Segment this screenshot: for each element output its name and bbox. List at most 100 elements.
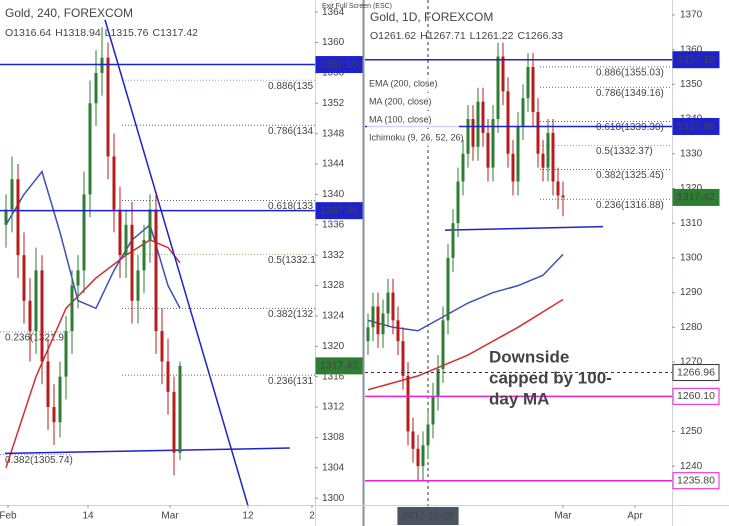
indicator-label: MA (200, close): [369, 96, 432, 106]
ohlc-value: O1316.64: [5, 27, 51, 39]
price-tag: [672, 387, 720, 405]
candle-body: [476, 101, 480, 147]
y-tick-label: 1324: [322, 311, 345, 322]
overlay-line: [367, 253, 564, 332]
y-tick-label: 1330: [680, 148, 703, 159]
candle-body: [521, 98, 525, 126]
fib-label: 0.886(135: [268, 81, 313, 92]
candle-body: [46, 361, 50, 408]
overlay-line: [4, 447, 290, 455]
candle-body: [100, 57, 104, 73]
x-tick-label: Mar: [161, 511, 179, 522]
overlay-line: [104, 19, 249, 505]
annotation: capped by 100-: [489, 368, 612, 387]
candle-body: [526, 66, 530, 99]
y-tick-label: 1300: [680, 253, 703, 264]
price-tag: [672, 188, 720, 206]
ohlc-value: O1261.62: [370, 30, 416, 42]
y-tick-label: 1290: [680, 287, 703, 298]
candle-body: [40, 270, 44, 362]
fib-label: 0.618(133: [268, 201, 313, 212]
y-tick-label: 1270: [680, 357, 703, 368]
y-tick-label: 1344: [322, 159, 345, 170]
candle-body: [376, 306, 380, 335]
candle-body: [178, 365, 182, 453]
y-tick-label: 1280: [680, 322, 703, 333]
candle-body: [58, 376, 62, 423]
indicator-row: [367, 94, 459, 110]
candle-body: [481, 101, 485, 133]
x-tick-label: 14: [82, 511, 94, 522]
y-tick-label: 1332: [322, 250, 345, 261]
ohlc-value: C1317.42: [152, 27, 198, 39]
candle-body: [148, 209, 152, 240]
candle-body: [466, 119, 470, 154]
symbol-title: Gold, 1D, FOREXCOM: [370, 10, 493, 24]
exit-fullscreen[interactable]: Exit Full Screen (ESC): [322, 3, 392, 10]
fib-label: 0.886(1355.03): [596, 68, 664, 79]
fib-label: 0.786(134: [268, 126, 313, 137]
indicator-row: [367, 76, 459, 92]
fib-label: 0.236(131: [268, 376, 313, 387]
ohlc-value: L1261.22: [470, 30, 514, 42]
y-tick-label: 1316: [322, 371, 345, 382]
candle-body: [166, 361, 170, 392]
y-tick-label: 1370: [680, 10, 703, 21]
candle-body: [381, 313, 385, 335]
candle-body: [118, 209, 122, 256]
candle-body: [52, 407, 56, 423]
fib-label: 0.382(1305.74): [5, 455, 73, 466]
candle-body: [451, 223, 455, 258]
price-tag: [672, 364, 720, 382]
y-tick-label: 1320: [680, 183, 703, 194]
candle-body: [446, 257, 450, 321]
ohlc-value: C1266.33: [517, 30, 563, 42]
price-tag-label: 1357.10: [677, 53, 715, 65]
fib-label: 0.5(1332.1: [268, 255, 316, 266]
plot-area: 0.886(135 0.786(134 0.618(133 0.5(1332.1 0.3…: [0, 19, 316, 505]
candle-body: [406, 375, 410, 432]
price-tag-label: 1357.10: [320, 58, 358, 70]
candle-body: [431, 396, 435, 425]
y-tick-label: 1312: [322, 402, 345, 413]
candle-body: [496, 56, 500, 120]
overlay-line: [444, 225, 604, 231]
candle-body: [501, 56, 505, 92]
y-tick-label: 1304: [322, 462, 345, 473]
y-tick-label: 1350: [680, 79, 703, 90]
price-tag: [672, 472, 720, 490]
candle-body: [130, 224, 134, 301]
price-tag: [315, 357, 363, 375]
symbol-title: Gold, 240, FOREXCOM: [5, 6, 133, 20]
candle-body: [4, 209, 8, 225]
y-tick-label: 1360: [680, 44, 703, 55]
candle-body: [516, 125, 520, 182]
candle-body: [401, 341, 405, 376]
candle-body: [172, 391, 176, 453]
candle-body: [556, 181, 560, 196]
candle-body: [506, 91, 510, 154]
candle-body: [391, 292, 395, 321]
price-tag-label: 1260.10: [677, 390, 715, 402]
x-tick-label: 12: [242, 511, 254, 522]
price-tag: [672, 51, 720, 69]
annotation: Downside: [489, 347, 569, 366]
y-tick-label: 1348: [322, 128, 345, 139]
fib-label: 0.236(1316.88): [596, 200, 664, 211]
y-tick-label: 1340: [322, 189, 345, 200]
candle-body: [536, 112, 540, 154]
price-tag-label: 1337.86: [677, 120, 715, 132]
y-tick-label: 1250: [680, 426, 703, 437]
fib-label: 0.382(1325.45): [596, 170, 664, 181]
y-tick-label: 1364: [322, 7, 345, 18]
y-tick-label: 1320: [322, 341, 345, 352]
candle-body: [124, 224, 128, 256]
x-tick-label: Apr: [627, 511, 643, 522]
candle-body: [456, 181, 460, 224]
price-tag: [672, 117, 720, 135]
price-tag: [315, 56, 363, 74]
candle-body: [371, 306, 375, 328]
y-tick-label: 1300: [322, 493, 345, 504]
x-tick-label: 2: [309, 511, 315, 522]
